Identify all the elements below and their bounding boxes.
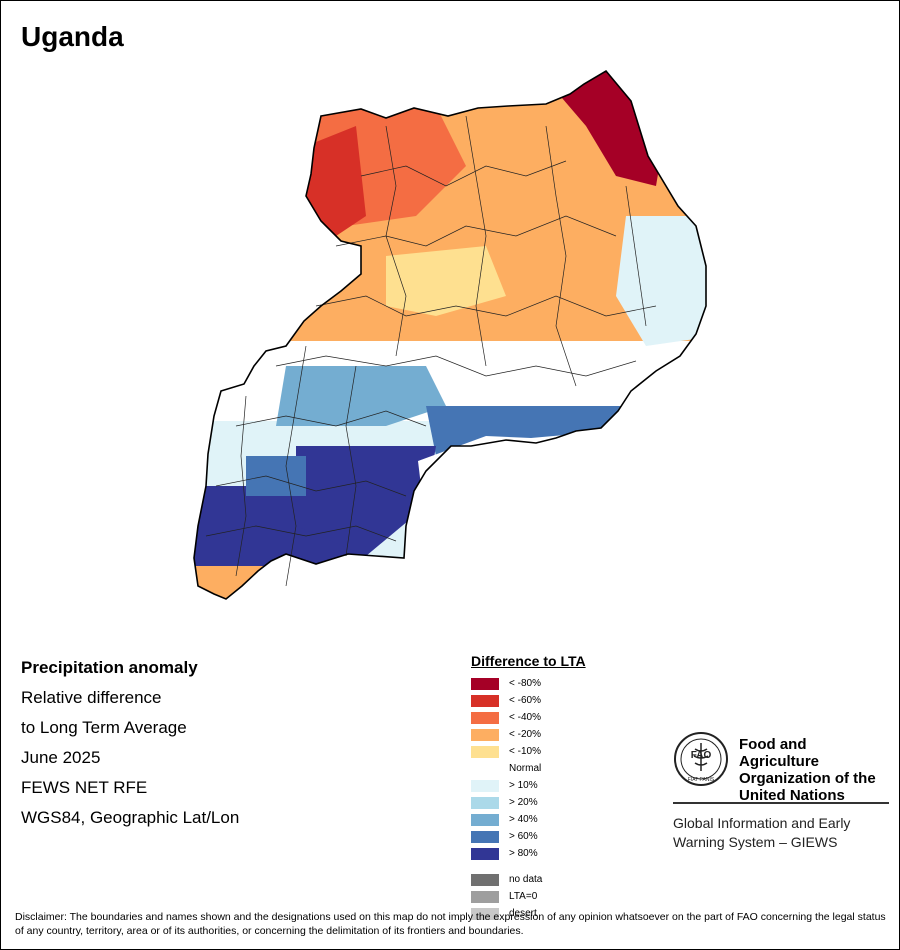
patch-far-southwest [194, 566, 266, 599]
fao-emblem-text: FAO [691, 750, 712, 761]
patch-central-normal [386, 246, 506, 316]
giews-label: Global Information and Early Warning Sys… [673, 814, 889, 852]
info-line: to Long Term Average [21, 718, 187, 737]
legend-label: > 10% [509, 780, 538, 791]
fao-name-line: Food and Agriculture [739, 736, 820, 770]
legend-title: Difference to LTA [471, 653, 586, 669]
disclaimer: Disclaimer: The boundaries and names sho… [15, 911, 886, 937]
giews-line: Global Information and Early [673, 815, 851, 831]
legend-label: < -80% [509, 678, 541, 689]
legend-label: < -10% [509, 746, 541, 757]
legend-item: < -10% [471, 743, 586, 760]
legend-item: LTA=0 [471, 888, 586, 905]
legend-item: < -80% [471, 675, 586, 692]
legend-item: < -60% [471, 692, 586, 709]
legend-swatch [471, 677, 499, 690]
patch-lake-region [276, 366, 446, 426]
legend-item: > 80% [471, 845, 586, 862]
legend-swatch [471, 745, 499, 758]
fao-name-line: Organization of the [739, 770, 876, 787]
patch-dry-northwest [306, 126, 366, 236]
info-line: Relative difference [21, 688, 162, 707]
legend-item: > 20% [471, 794, 586, 811]
legend-swatch [471, 813, 499, 826]
legend-swatch [471, 907, 499, 920]
legend-item: > 10% [471, 777, 586, 794]
patch-southwest-mid [246, 456, 306, 496]
fao-motto: FIAT PANIS [688, 777, 715, 783]
uganda-anomaly-map [193, 69, 707, 600]
anomaly-bands [194, 71, 706, 599]
legend-label: < -40% [509, 712, 541, 723]
legend-label: > 60% [509, 831, 538, 842]
info-source: FEWS NET RFE [21, 778, 148, 797]
map-title: Uganda [21, 21, 124, 52]
legend: Difference to LTA < -80% < -60% < -40% < -2… [471, 653, 586, 922]
legend-item: Normal [471, 760, 586, 777]
info-period: June 2025 [21, 748, 101, 767]
legend-label: desert [509, 908, 537, 919]
legend-item: no data [471, 871, 586, 888]
legend-swatch [471, 779, 499, 792]
country-outline [193, 69, 707, 600]
lake-victoria [418, 434, 616, 528]
legend-swatch [471, 830, 499, 843]
legend-swatch [471, 762, 499, 775]
fao-divider [673, 802, 889, 804]
legend-label: > 80% [509, 848, 538, 859]
legend-swatch [471, 890, 499, 903]
patch-east-normal [616, 216, 706, 346]
legend-swatch [471, 694, 499, 707]
district-boundaries [205, 115, 657, 587]
legend-item: < -20% [471, 726, 586, 743]
giews-line: Warning System – GIEWS [673, 834, 838, 850]
info-heading: Precipitation anomaly [21, 658, 198, 677]
legend-swatch [471, 847, 499, 860]
legend-label: LTA=0 [509, 891, 538, 902]
fao-name-line: United Nations [739, 787, 845, 804]
legend-swatch [471, 796, 499, 809]
lake-kyoga [466, 356, 546, 378]
legend-item: > 40% [471, 811, 586, 828]
legend-gap [471, 862, 586, 871]
legend-item: > 60% [471, 828, 586, 845]
fao-emblem-icon: FAO FIAT PANIS [674, 732, 728, 786]
legend-swatch [471, 728, 499, 741]
legend-label: > 40% [509, 814, 538, 825]
legend-swatch [471, 873, 499, 886]
legend-label: no data [509, 874, 543, 885]
legend-label: Normal [509, 763, 542, 774]
legend-label: < -60% [509, 695, 541, 706]
map-info-block: Precipitation anomaly Relative differenc… [21, 657, 239, 837]
legend-label: > 20% [509, 797, 538, 808]
patch-southwest-east [296, 446, 436, 556]
legend-item: < -40% [471, 709, 586, 726]
fao-name: Food and Agriculture Organization of the… [739, 736, 889, 804]
legend-swatch [471, 711, 499, 724]
info-projection: WGS84, Geographic Lat/Lon [21, 808, 240, 827]
legend-item: desert [471, 905, 586, 922]
legend-label: < -20% [509, 729, 541, 740]
